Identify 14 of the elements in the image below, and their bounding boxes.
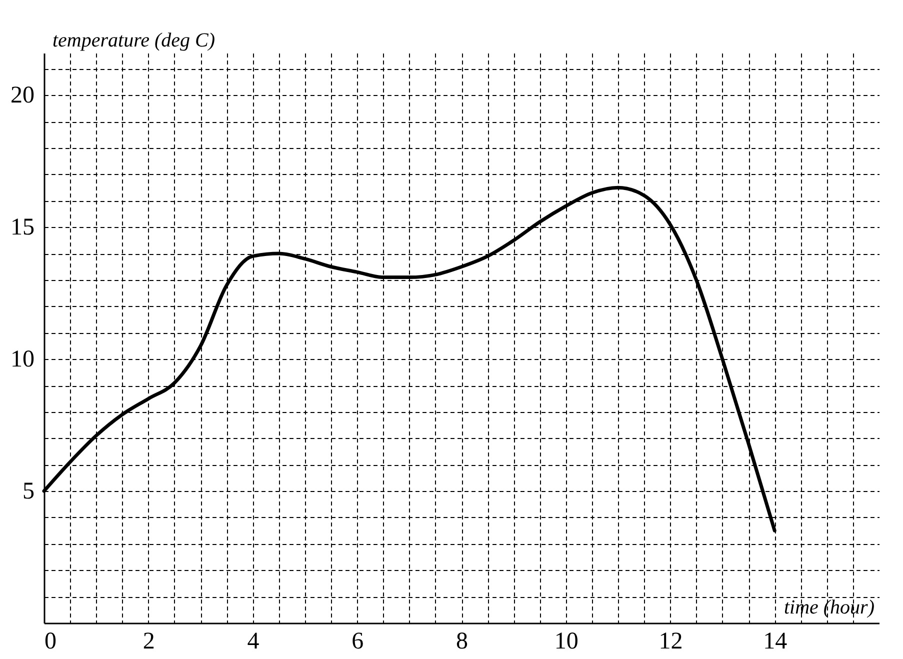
- x-tick-label: 6: [352, 628, 364, 654]
- y-tick-label: 15: [10, 214, 34, 241]
- x-tick-label: 0: [44, 628, 56, 654]
- y-tick-label: 5: [22, 478, 34, 505]
- x-tick-label: 2: [142, 628, 155, 654]
- x-tick-label: 4: [247, 628, 260, 654]
- x-axis-title: time (hour): [784, 596, 875, 618]
- x-tick-label: 14: [763, 628, 788, 654]
- y-tick-label: 10: [10, 346, 34, 373]
- y-axis-title: temperature (deg C): [52, 30, 216, 52]
- x-tick-label: 8: [456, 628, 468, 654]
- x-tick-label: 12: [658, 628, 683, 654]
- y-tick-label: 20: [10, 82, 34, 109]
- x-tick-label: 10: [554, 628, 578, 654]
